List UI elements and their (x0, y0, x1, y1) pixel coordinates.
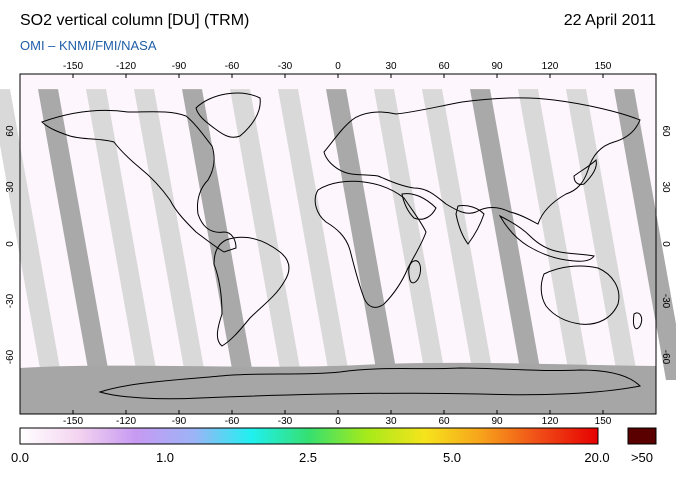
lon-tick-bottom: -120 (115, 416, 137, 427)
colorbar-label-overflow: >50 (630, 450, 654, 465)
north-america-coast (41, 110, 237, 253)
orbit-swath (422, 89, 494, 380)
lon-tick-top: 30 (385, 61, 397, 72)
orbit-swath (326, 89, 398, 380)
lon-tick-top: 0 (335, 61, 341, 72)
lon-tick-top: -150 (62, 61, 84, 72)
orbit-swath (230, 89, 302, 380)
australia-coast (540, 265, 620, 325)
greenland-coast (195, 92, 261, 138)
lat-tick-right: 0 (660, 241, 671, 247)
map-date: 22 April 2011 (563, 12, 656, 29)
lon-tick-bottom: -90 (171, 416, 187, 427)
lon-tick-top: 90 (491, 61, 503, 72)
orbit-swath (566, 89, 638, 380)
lat-tick-left: 0 (5, 241, 16, 247)
antarctica-shade (20, 362, 656, 414)
lon-tick-bottom: -30 (277, 416, 293, 427)
lat-tick-right: -30 (660, 293, 671, 308)
madagascar-coast (408, 260, 421, 284)
orbit-swath (278, 89, 350, 380)
lon-tick-bottom: 150 (594, 416, 612, 427)
lon-tick-bottom: 0 (335, 416, 341, 427)
southeast-asia-coast (498, 214, 595, 262)
lon-tick-top: -90 (171, 61, 187, 72)
map-title: SO2 vertical column [DU] (TRM) (20, 12, 250, 29)
lat-tick-left: 30 (5, 181, 16, 193)
colorbar-overflow-box (627, 427, 657, 445)
map-body (0, 73, 676, 415)
orbit-swath (518, 89, 590, 380)
orbit-swath (38, 89, 110, 380)
lat-tick-left: 60 (5, 125, 16, 137)
colorbar-label-2: 2.5 (298, 450, 318, 465)
arabian-peninsula-coast (401, 193, 437, 220)
coastlines (41, 92, 643, 400)
orbit-swath (182, 89, 254, 380)
colorbar-scale (19, 427, 599, 445)
lon-tick-bottom: -150 (62, 416, 84, 427)
colorbar (19, 427, 657, 445)
lat-tick-right: -60 (660, 350, 671, 365)
colorbar-label-0: 0.0 (10, 450, 30, 465)
new-zealand-coast (633, 312, 643, 330)
lon-tick-bottom: -60 (224, 416, 240, 427)
india-coast (455, 205, 485, 245)
lon-tick-bottom: 120 (541, 416, 559, 427)
africa-coast (314, 180, 427, 308)
europe-asia-coast (323, 97, 641, 225)
orbit-swath (134, 89, 206, 380)
orbit-swath (470, 89, 542, 380)
lat-tick-right: 60 (660, 125, 671, 137)
antarctica-coast (98, 367, 642, 400)
lon-tick-top: 150 (594, 61, 612, 72)
lon-tick-top: -120 (115, 61, 137, 72)
lat-tick-left: -30 (5, 293, 16, 308)
lon-tick-bottom: 30 (385, 416, 397, 427)
lon-tick-bottom: 60 (438, 416, 450, 427)
lon-tick-top: -30 (277, 61, 293, 72)
colorbar-label-4: 20.0 (584, 450, 610, 465)
orbit-swath (374, 89, 446, 380)
orbit-swaths (0, 89, 676, 380)
lon-tick-bottom: 90 (491, 416, 503, 427)
lat-tick-right: 30 (660, 181, 671, 193)
lon-tick-top: 120 (541, 61, 559, 72)
data-credit: OMI – KNMI/FMI/NASA (20, 38, 157, 53)
orbit-swath (86, 89, 158, 380)
lon-tick-top: -60 (224, 61, 240, 72)
lon-tick-top: 60 (438, 61, 450, 72)
colorbar-label-3: 5.0 (442, 450, 462, 465)
orbit-swath (0, 89, 62, 380)
colorbar-label-1: 1.0 (155, 450, 175, 465)
orbit-swath (614, 89, 676, 380)
south-america-coast (213, 236, 290, 347)
japan-coast (573, 159, 597, 185)
lat-tick-left: -60 (5, 350, 16, 365)
